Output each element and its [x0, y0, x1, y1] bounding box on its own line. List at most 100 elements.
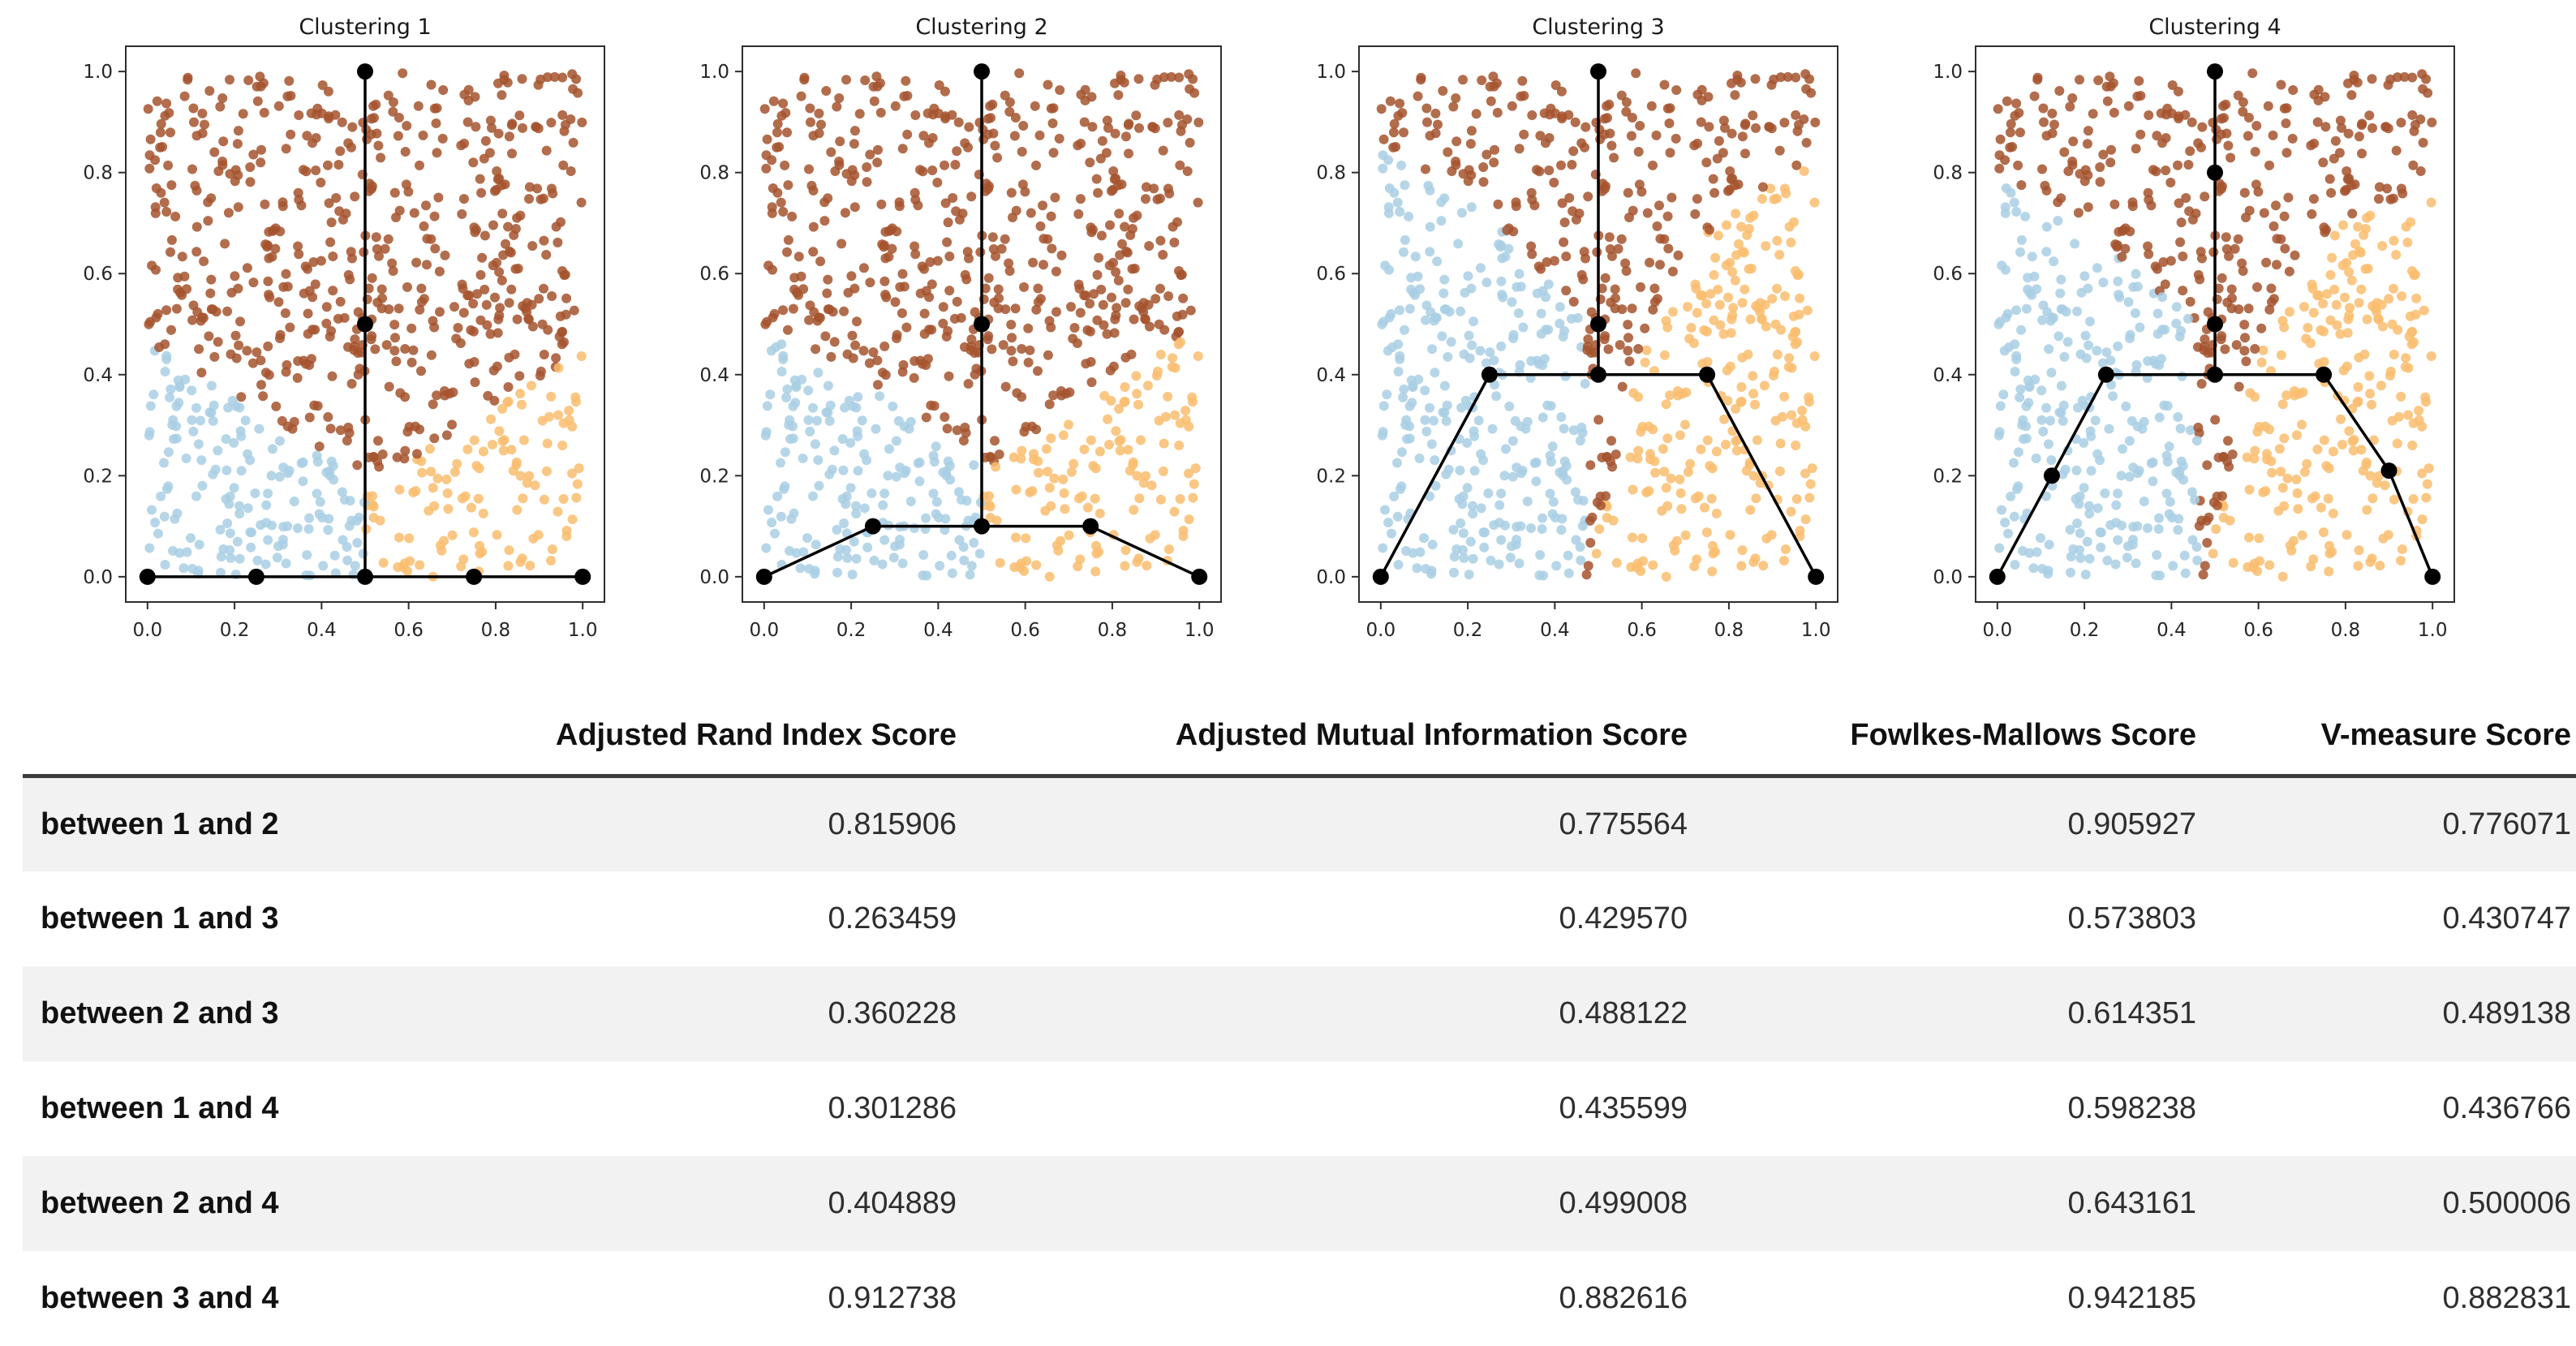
x-tick-label: 0.4 [307, 620, 337, 641]
tree-node [974, 63, 990, 80]
table-header-row: Adjusted Rand Index Score Adjusted Mutua… [23, 696, 2576, 776]
tree-node [2207, 164, 2223, 181]
x-tick-label: 0.4 [1540, 620, 1570, 641]
tree-overlay [139, 63, 591, 585]
metric-value: 0.436766 [2442, 1090, 2572, 1125]
scatter-plot-clustering-1: Clustering 1 0.0 0.2 0.4 0.6 0.8 1.0 0.0 0.2 0.4… [83, 15, 605, 641]
tree-node [1808, 568, 1825, 585]
axis-ticks: 0.0 0.2 0.4 0.6 0.8 1.0 0.0 0.2 0.4 0.6 0.8 1.0 [1316, 62, 1830, 641]
y-tick-label: 0.6 [1316, 264, 1346, 285]
axis-ticks: 0.0 0.2 0.4 0.6 0.8 1.0 0.0 0.2 0.4 0.6 0.8 1.0 [1933, 62, 2447, 641]
tree-node [1590, 366, 1606, 383]
row-label: between 1 and 4 [41, 1090, 279, 1125]
table-row: between 2 and 4 0.404889 0.499008 0.643161 0… [23, 1155, 2576, 1251]
axes-frame [1975, 45, 2455, 603]
x-tick-label: 0.2 [836, 620, 867, 641]
tree-node [864, 518, 881, 535]
metric-value: 0.905927 [2067, 806, 2197, 841]
metric-value: 0.882831 [2442, 1280, 2572, 1315]
metric-value: 0.912738 [828, 1280, 957, 1315]
x-tick-label: 0.6 [1010, 620, 1040, 641]
subplot-clustering-2: Clustering 2 0.0 0.2 0.4 0.6 0.8 1.0 0.0 0.2 0.4… [617, 0, 1233, 661]
x-tick-label: 1.0 [2418, 620, 2448, 641]
plot-title: Clustering 1 [299, 15, 431, 40]
metric-value: 0.430747 [2442, 901, 2572, 935]
col-header-adjusted-rand-index: Adjusted Rand Index Score [555, 717, 957, 752]
table-row: between 1 and 2 0.815906 0.775564 0.905927 0… [23, 776, 2576, 871]
tree-node [2097, 366, 2114, 383]
metrics-table-body: between 1 and 2 0.815906 0.775564 0.905927 0… [23, 776, 2576, 1346]
scatter-points-layer [759, 68, 1204, 582]
y-tick-label: 1.0 [699, 62, 729, 83]
index-column-header [23, 696, 406, 776]
metric-value: 0.573803 [2067, 901, 2197, 935]
plot-title: Clustering 4 [2148, 15, 2281, 40]
x-tick-label: 0.6 [2243, 620, 2273, 641]
y-tick-label: 0.6 [83, 264, 113, 285]
metric-value: 0.776071 [2442, 806, 2572, 841]
metric-value: 0.882616 [1559, 1280, 1688, 1315]
x-tick-label: 0.2 [2070, 620, 2100, 641]
y-tick-label: 1.0 [1316, 62, 1346, 83]
plot-title: Clustering 3 [1532, 15, 1664, 40]
y-tick-label: 0.2 [83, 466, 113, 487]
tree-node [1989, 568, 2006, 585]
tree-overlay [1989, 63, 2441, 585]
scatter-points-layer [1376, 68, 1821, 582]
tree-node [357, 316, 373, 333]
x-tick-label: 0.6 [393, 620, 424, 641]
x-tick-label: 0.2 [220, 620, 250, 641]
y-tick-label: 1.0 [1933, 62, 1963, 83]
metric-value: 0.488122 [1559, 996, 1688, 1030]
x-tick-label: 0.8 [1714, 620, 1744, 641]
y-tick-label: 0.6 [699, 264, 729, 285]
y-tick-label: 0.4 [699, 365, 729, 386]
x-tick-label: 1.0 [1185, 620, 1215, 641]
table-row: between 2 and 3 0.360228 0.488122 0.614351 0… [23, 965, 2576, 1061]
tree-node [466, 568, 483, 585]
metric-value: 0.301286 [828, 1090, 957, 1125]
y-tick-label: 0.4 [83, 365, 113, 386]
axis-ticks: 0.0 0.2 0.4 0.6 0.8 1.0 0.0 0.2 0.4 0.6 0.8 1.0 [83, 62, 597, 641]
x-tick-label: 1.0 [568, 620, 598, 641]
tree-node [574, 568, 591, 585]
tree-node [1191, 568, 1208, 585]
x-tick-label: 0.0 [1983, 620, 2013, 641]
tree-node [2207, 63, 2223, 80]
tree-node [1372, 568, 1389, 585]
y-tick-label: 0.8 [83, 163, 113, 184]
tree-node [2043, 467, 2060, 484]
metric-value: 0.360228 [828, 996, 957, 1030]
tree-node [974, 316, 990, 333]
metric-value: 0.429570 [1559, 901, 1688, 935]
y-tick-label: 0.0 [1933, 567, 1963, 588]
y-tick-label: 0.0 [83, 567, 113, 588]
x-tick-label: 0.0 [750, 620, 780, 641]
tree-node [139, 568, 156, 585]
x-tick-label: 0.8 [1098, 620, 1128, 641]
metrics-table-container: Adjusted Rand Index Score Adjusted Mutua… [23, 696, 2576, 1346]
row-label: between 2 and 4 [41, 1185, 279, 1220]
tree-overlay [1372, 63, 1825, 585]
axes-frame [742, 45, 1222, 603]
tree-overlay [755, 63, 1208, 585]
plot-title: Clustering 2 [915, 15, 1047, 40]
scatter-plot-clustering-2: Clustering 2 0.0 0.2 0.4 0.6 0.8 1.0 0.0 0.2 0.4… [699, 15, 1222, 641]
col-header-v-measure: V-measure Score [2320, 717, 2571, 752]
y-tick-label: 0.4 [1316, 365, 1346, 386]
metric-value: 0.775564 [1559, 806, 1688, 841]
tree-node [974, 518, 990, 535]
y-tick-label: 1.0 [83, 62, 113, 83]
col-header-adjusted-mutual-information: Adjusted Mutual Information Score [1175, 717, 1688, 752]
metric-value: 0.815906 [828, 806, 957, 841]
tree-node [2316, 366, 2333, 383]
subplot-clustering-1: Clustering 1 0.0 0.2 0.4 0.6 0.8 1.0 0.0 0.2 0.4… [0, 0, 617, 661]
y-tick-label: 0.8 [1933, 163, 1963, 184]
subplot-clustering-3: Clustering 3 0.0 0.2 0.4 0.6 0.8 1.0 0.0 0.2 0.4… [1233, 0, 1850, 661]
axis-ticks: 0.0 0.2 0.4 0.6 0.8 1.0 0.0 0.2 0.4 0.6 0.8 1.0 [699, 62, 1214, 641]
x-tick-label: 1.0 [1801, 620, 1831, 641]
tree-node [2424, 568, 2441, 585]
row-label: between 3 and 4 [41, 1280, 279, 1315]
tree-node [2207, 316, 2223, 333]
y-tick-label: 0.0 [1316, 567, 1346, 588]
